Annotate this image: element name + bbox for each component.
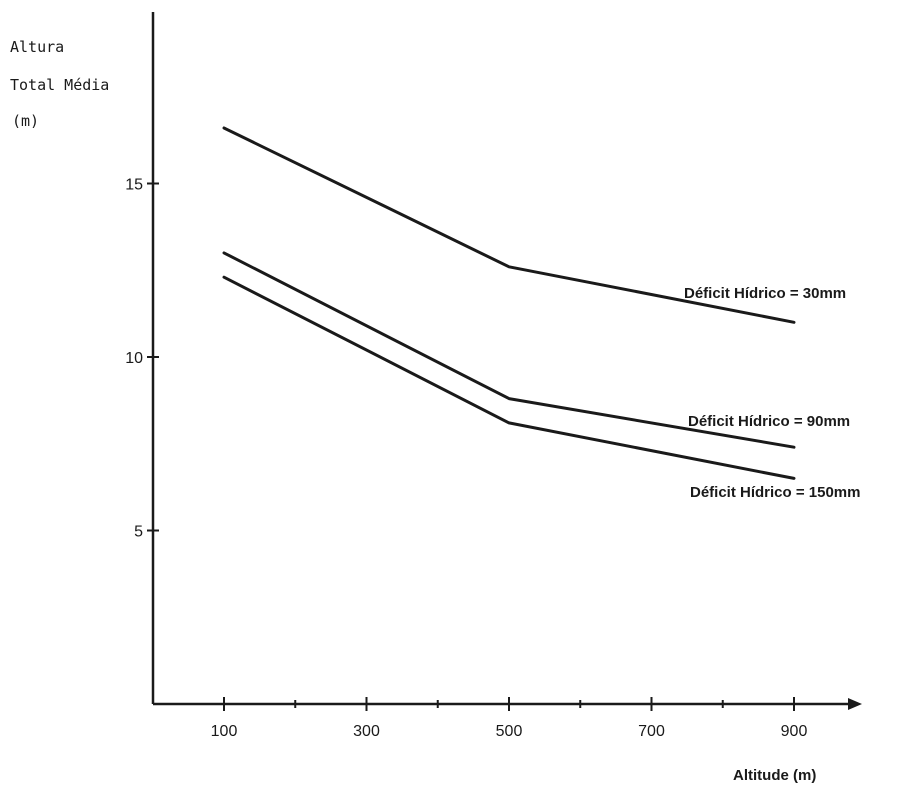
series-line-1: [222, 126, 796, 324]
x-tick-label: 900: [781, 723, 808, 740]
x-axis-title: Altitude (m): [733, 767, 816, 784]
series-line-2: [222, 251, 796, 449]
x-tick-label: 500: [496, 723, 523, 740]
x-tick-label: 100: [211, 723, 238, 740]
y-axis-title-line-2: Total Média: [10, 76, 109, 94]
y-tick-label: 5: [134, 524, 143, 541]
x-tick-label: 700: [638, 723, 665, 740]
y-axis-title-line-1: Altura: [10, 38, 64, 56]
series-label-3: Déficit Hídrico = 150mm: [690, 484, 860, 501]
x-tick-label: 300: [353, 723, 380, 740]
y-tick-label: 10: [125, 350, 143, 367]
series-line-3: [222, 275, 796, 480]
x-ticks: 100 300 500 700 900: [211, 697, 808, 740]
y-axis-title: Altura Total Média (m): [10, 38, 109, 130]
y-tick-label: 15: [125, 177, 143, 194]
series-lines: [222, 126, 796, 480]
y-ticks: 5 10 15: [125, 177, 159, 541]
x-axis-arrow-icon: [848, 698, 862, 710]
y-axis-title-line-3: (m): [12, 112, 39, 130]
series-label-1: Déficit Hídrico = 30mm: [684, 285, 846, 302]
series-label-2: Déficit Hídrico = 90mm: [688, 413, 850, 430]
series-labels: Déficit Hídrico = 30mm Déficit Hídrico = …: [684, 285, 860, 501]
